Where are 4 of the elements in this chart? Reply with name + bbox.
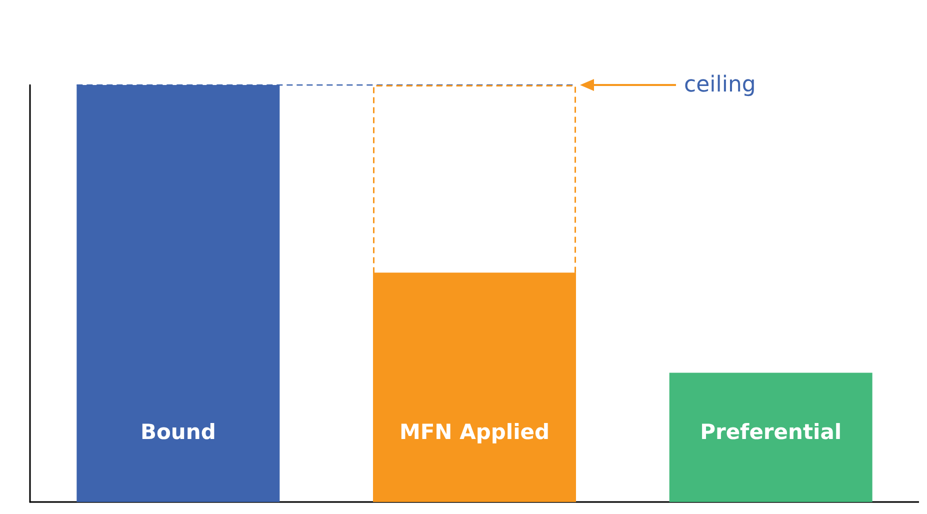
x-tick-label: Bound	[140, 420, 216, 444]
x-tick-label: MFN Applied	[399, 420, 550, 444]
x-tick-label: Preferential	[700, 420, 842, 444]
ref-line-label: ceiling	[684, 72, 756, 98]
